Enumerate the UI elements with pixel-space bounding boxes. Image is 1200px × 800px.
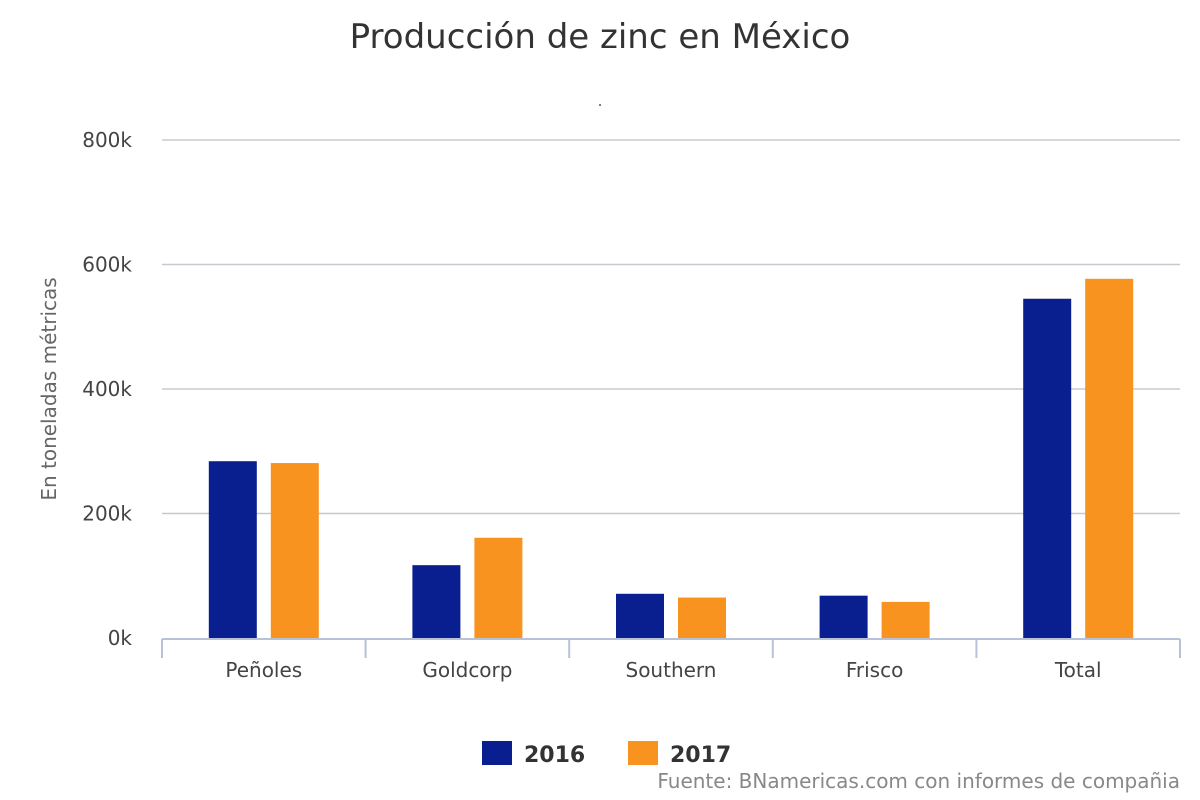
chart-title: Producción de zinc en México — [350, 17, 851, 57]
x-axis: Peñoles Goldcorp Southern Frisco Total — [161, 638, 1181, 682]
y-axis-ticks: 0k 200k 400k 600k 800k — [82, 128, 132, 650]
bars — [208, 278, 1134, 638]
bar-2017-3[interactable] — [881, 601, 930, 638]
chart-subtitle: . — [597, 91, 602, 110]
bar-2017-0[interactable] — [270, 463, 319, 638]
y-tick-label: 200k — [82, 502, 132, 526]
x-tick-label: Peñoles — [225, 658, 302, 682]
source-note: Fuente: BNamericas.com con informes de c… — [657, 769, 1180, 793]
bar-2016-2[interactable] — [616, 593, 664, 638]
bar-2016-4[interactable] — [1023, 298, 1072, 638]
y-tick-label: 0k — [108, 626, 133, 650]
legend-swatch-2016[interactable] — [482, 741, 512, 765]
legend-label-2017[interactable]: 2017 — [670, 743, 731, 768]
legend-swatch-2017[interactable] — [628, 741, 658, 765]
y-tick-label: 400k — [82, 377, 132, 401]
legend-label-2016[interactable]: 2016 — [524, 743, 585, 768]
bar-2016-3[interactable] — [819, 595, 868, 638]
gridlines — [162, 139, 1180, 515]
legend[interactable]: 2016 2017 — [482, 741, 731, 768]
y-tick-label: 600k — [82, 253, 132, 277]
y-tick-label: 800k — [82, 128, 132, 152]
bar-2017-4[interactable] — [1085, 278, 1134, 638]
bar-2016-0[interactable] — [208, 461, 257, 638]
bar-2017-2[interactable] — [678, 597, 726, 638]
x-tick-label: Southern — [626, 658, 717, 682]
x-tick-label: Total — [1054, 658, 1102, 682]
x-tick-label: Goldcorp — [422, 658, 512, 682]
bar-2017-1[interactable] — [474, 537, 523, 638]
x-tick-label: Frisco — [846, 658, 903, 682]
y-axis-label: En toneladas métricas — [37, 277, 61, 500]
bar-2016-1[interactable] — [412, 565, 461, 638]
